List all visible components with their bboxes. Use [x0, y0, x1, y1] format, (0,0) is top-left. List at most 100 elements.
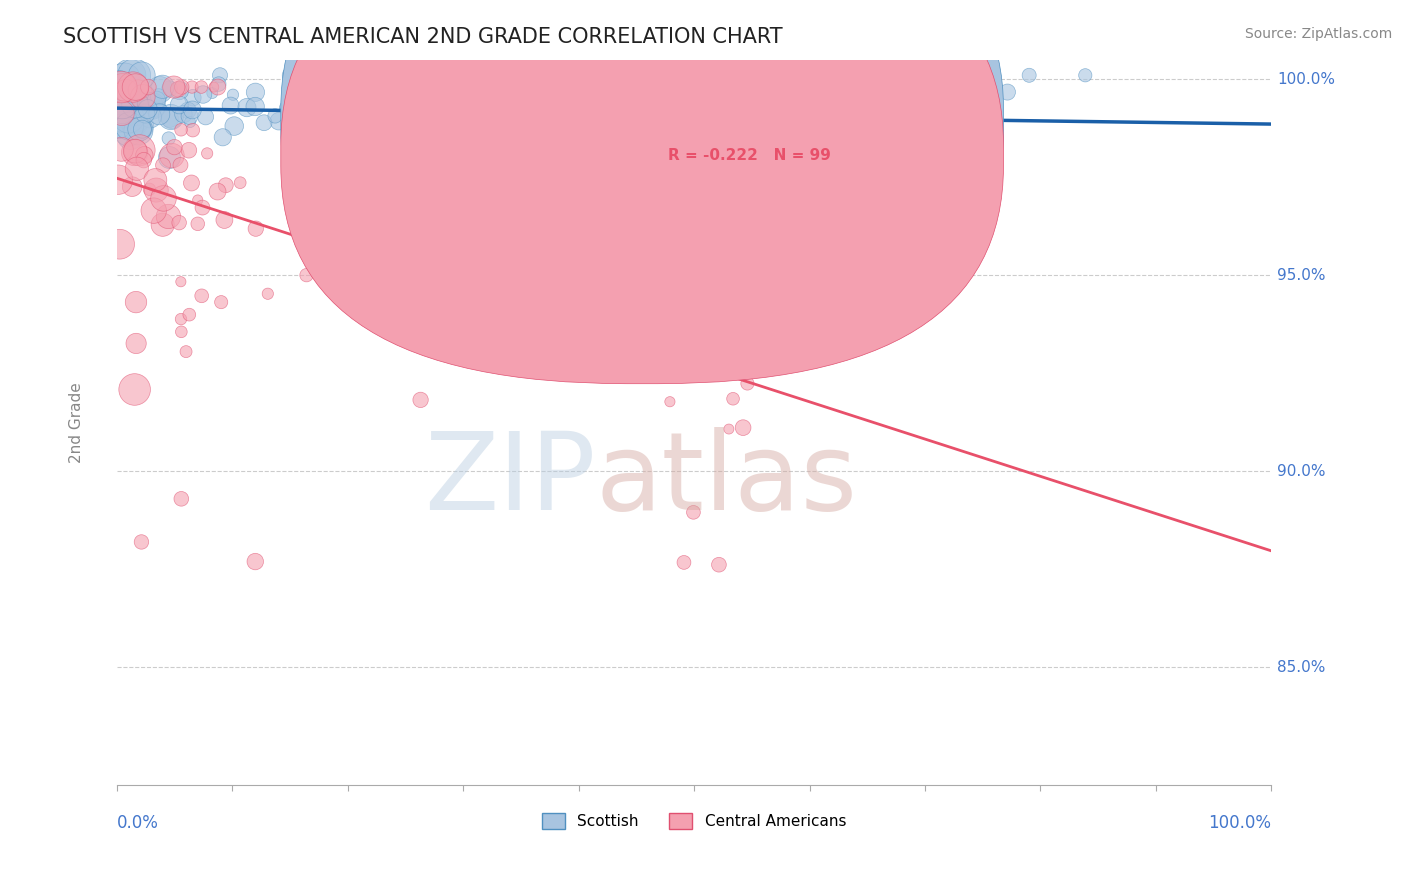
Point	[243, 99, 266, 113]
Point	[295, 268, 318, 282]
Point	[301, 92, 323, 106]
Point	[264, 109, 287, 123]
Point	[148, 89, 170, 103]
Point	[111, 104, 134, 119]
Text: 95.0%: 95.0%	[1277, 268, 1326, 283]
Point	[127, 107, 149, 121]
Point	[737, 376, 759, 391]
Point	[124, 383, 146, 397]
Point	[127, 83, 149, 97]
Point	[893, 86, 915, 100]
Point	[110, 112, 132, 127]
Point	[152, 191, 174, 205]
Point	[163, 140, 186, 154]
Point	[502, 211, 524, 226]
Point	[215, 178, 238, 193]
Point	[277, 102, 299, 116]
Point	[132, 96, 155, 111]
Point	[717, 196, 740, 211]
Point	[181, 80, 204, 95]
Point	[169, 158, 191, 172]
Point	[526, 152, 548, 166]
Text: 100.0%: 100.0%	[1277, 71, 1336, 87]
Point	[110, 104, 132, 119]
Point	[177, 143, 200, 157]
Point	[152, 158, 174, 172]
Point	[117, 87, 139, 101]
Point	[108, 74, 131, 88]
Point	[112, 72, 135, 87]
Point	[509, 186, 531, 200]
Point	[128, 143, 150, 157]
Point	[120, 128, 142, 143]
Point	[852, 152, 875, 166]
Point	[107, 172, 129, 186]
Point	[280, 68, 302, 82]
Point	[131, 122, 153, 136]
Point	[152, 79, 174, 94]
Point	[799, 78, 821, 92]
Point	[330, 110, 353, 124]
Point	[457, 167, 479, 181]
Point	[222, 87, 245, 102]
Point	[190, 80, 212, 95]
Point	[107, 107, 129, 121]
Point	[638, 163, 661, 178]
Point	[181, 123, 204, 137]
Point	[167, 98, 190, 112]
Point	[657, 114, 679, 128]
Point	[214, 213, 236, 227]
Point	[145, 93, 167, 107]
Point	[122, 68, 145, 82]
Point	[152, 218, 174, 232]
Point	[381, 284, 404, 298]
Point	[124, 145, 146, 160]
Point	[733, 420, 755, 434]
Point	[463, 183, 485, 197]
Point	[134, 148, 156, 162]
Point	[267, 114, 290, 128]
Point	[207, 80, 229, 95]
Point	[170, 80, 193, 95]
Point	[195, 146, 218, 161]
Point	[211, 130, 233, 145]
Point	[145, 183, 167, 197]
Point	[143, 173, 166, 187]
Point	[245, 555, 267, 569]
Point	[1018, 68, 1040, 82]
Point	[381, 81, 404, 95]
Point	[806, 148, 828, 162]
Point	[976, 104, 998, 119]
Point	[605, 188, 627, 202]
Point	[149, 82, 172, 96]
Point	[138, 80, 160, 95]
Point	[425, 239, 447, 253]
Point	[602, 335, 624, 350]
Point	[174, 344, 197, 359]
Point	[733, 254, 755, 268]
Text: Source: ZipAtlas.com: Source: ZipAtlas.com	[1244, 27, 1392, 41]
Point	[141, 99, 163, 113]
Point	[229, 176, 252, 190]
Point	[446, 290, 468, 304]
Point	[111, 96, 134, 111]
Point	[821, 97, 844, 112]
Point	[721, 301, 744, 316]
Point	[111, 103, 134, 118]
Point	[125, 295, 148, 310]
Text: R =  0.446   N = 118: R = 0.446 N = 118	[668, 112, 839, 127]
Point	[846, 103, 869, 118]
Point	[132, 153, 155, 168]
Point	[190, 289, 212, 303]
Point	[181, 103, 204, 117]
Point	[163, 80, 186, 95]
Point	[110, 142, 132, 156]
Point	[159, 151, 181, 165]
Point	[202, 80, 225, 95]
Point	[127, 123, 149, 137]
Point	[117, 89, 139, 103]
Point	[115, 84, 138, 98]
Point	[1074, 68, 1097, 82]
Point	[170, 325, 193, 339]
Point	[208, 77, 231, 91]
